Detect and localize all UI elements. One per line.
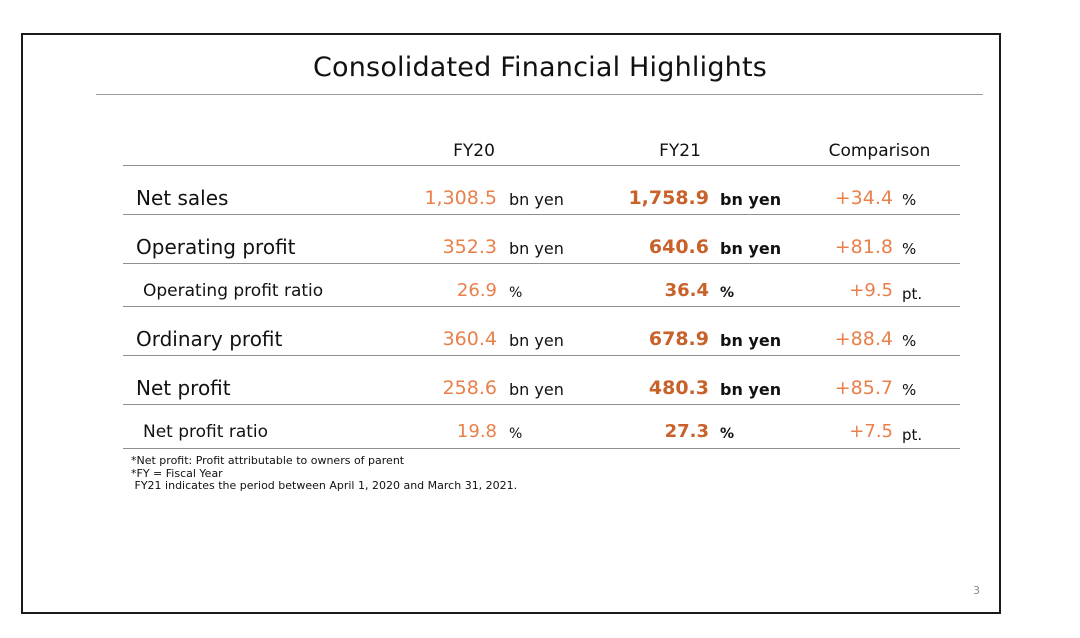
header-fy21: FY21 [659,141,701,161]
comparison-value: +7.5 [849,421,893,442]
fy21-value: 640.6 [648,236,709,258]
fy21-unit: bn yen [720,331,782,350]
header-fy20: FY20 [453,141,495,161]
fy20-value: 1,308.5 [424,187,497,209]
comparison-value: +81.8 [834,236,893,258]
comparison-value: +34.4 [834,187,893,209]
fy20-value: 352.3 [442,236,497,258]
footnote: FY21 indicates the period between April … [131,479,518,492]
row-label: Ordinary profit [136,327,283,351]
fy20-value: 26.9 [456,280,497,301]
comparison-unit: % [902,381,917,399]
row-rule [123,214,960,215]
fy20-value: 19.8 [456,421,497,442]
fy20-value: 360.4 [442,328,497,350]
row-label: Operating profit [136,235,296,259]
row-label: Net profit [136,376,231,400]
fy20-unit: % [509,285,523,301]
row-rule [123,263,960,264]
fy21-unit: bn yen [720,190,782,209]
header-comparison: Comparison [828,141,931,161]
fy20-unit: bn yen [509,331,564,350]
fy21-value: 480.3 [648,377,709,399]
comparison-unit: pt. [902,285,923,303]
row-label: Net sales [136,186,229,210]
comparison-value: +85.7 [834,377,893,399]
comparison-value: +88.4 [834,328,893,350]
row-rule [123,306,960,307]
fy21-unit: bn yen [720,239,782,258]
fy21-value: 1,758.9 [628,187,709,209]
fy21-unit: bn yen [720,380,782,399]
page-number: 3 [973,584,980,597]
slide-frame [21,33,1001,614]
slide-title: Consolidated Financial Highlights [312,52,768,83]
header-rule [123,165,960,166]
fy21-unit: % [720,285,735,301]
comparison-value: +9.5 [849,280,893,301]
row-rule [123,355,960,356]
fy21-value: 36.4 [664,280,709,301]
comparison-unit: % [902,240,917,258]
fy21-value: 27.3 [664,421,709,442]
footnotes: *Net profit: Profit attributable to owne… [131,454,518,493]
fy21-unit: % [720,426,735,442]
comparison-unit: % [902,332,917,350]
fy20-unit: bn yen [509,239,564,258]
fy20-value: 258.6 [442,377,497,399]
footnote: *Net profit: Profit attributable to owne… [131,454,405,467]
title-underline [96,94,983,95]
comparison-unit: pt. [902,426,923,444]
row-label: Operating profit ratio [143,281,324,301]
row-rule [123,404,960,405]
fy20-unit: bn yen [509,380,564,399]
fy20-unit: bn yen [509,190,564,209]
fy20-unit: % [509,426,523,442]
row-label: Net profit ratio [143,422,269,442]
comparison-unit: % [902,191,917,209]
fy21-value: 678.9 [648,328,709,350]
row-rule [123,448,960,449]
footnote: *FY = Fiscal Year [131,466,223,480]
